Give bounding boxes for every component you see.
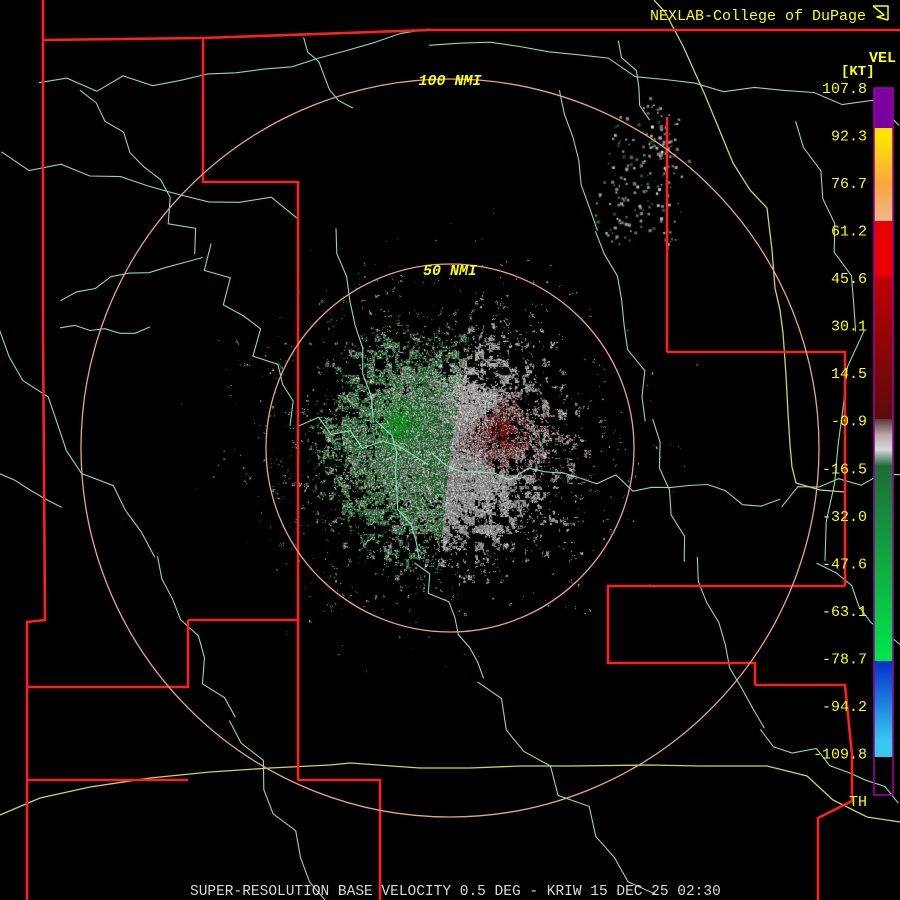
svg-text:-32.0: -32.0: [822, 509, 867, 526]
svg-text:76.7: 76.7: [831, 176, 867, 193]
svg-text:45.6: 45.6: [831, 271, 867, 288]
svg-text:100 NMI: 100 NMI: [418, 73, 482, 90]
svg-text:-16.5: -16.5: [822, 461, 867, 478]
svg-text:61.2: 61.2: [831, 224, 867, 241]
svg-text:-78.7: -78.7: [822, 651, 867, 668]
svg-text:VEL: VEL: [869, 50, 896, 67]
svg-text:30.1: 30.1: [831, 319, 867, 336]
svg-text:-94.2: -94.2: [822, 699, 867, 716]
svg-text:-109.8: -109.8: [813, 746, 867, 763]
svg-text:NEXLAB-College of DuPage: NEXLAB-College of DuPage: [650, 8, 866, 25]
svg-text:-63.1: -63.1: [822, 604, 867, 621]
svg-text:-47.6: -47.6: [822, 556, 867, 573]
svg-text:SUPER-RESOLUTION BASE VELOCITY: SUPER-RESOLUTION BASE VELOCITY 0.5 DEG -…: [190, 884, 721, 900]
svg-text:14.5: 14.5: [831, 366, 867, 383]
svg-text:92.3: 92.3: [831, 129, 867, 146]
svg-text:50 NMI: 50 NMI: [423, 263, 478, 280]
svg-text:107.8: 107.8: [822, 81, 867, 98]
svg-text:TH: TH: [849, 794, 867, 811]
svg-text:-0.9: -0.9: [831, 414, 867, 431]
